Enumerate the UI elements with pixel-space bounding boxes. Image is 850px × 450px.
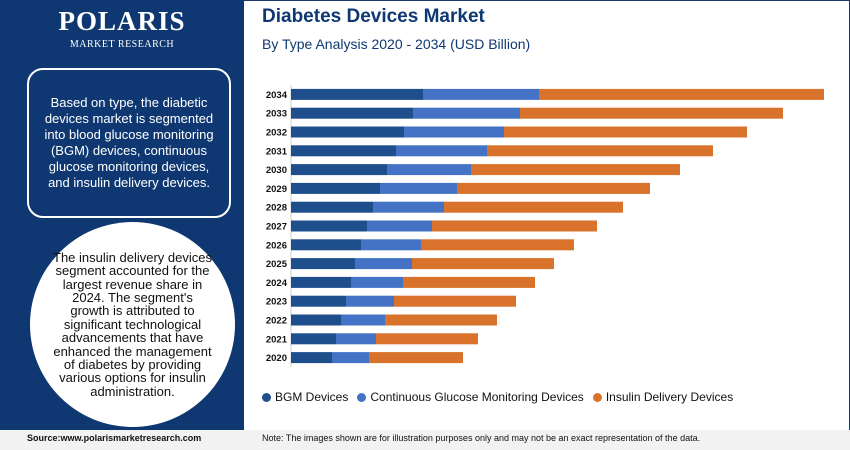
legend-swatch: [357, 392, 367, 402]
bar-segment-3: [403, 276, 535, 288]
y-tick-label: 2024: [266, 278, 288, 289]
bar-segment-1: [291, 352, 332, 364]
bar-segment-2: [413, 107, 520, 119]
y-tick-label: 2023: [266, 297, 287, 308]
bar-segment-2: [396, 145, 487, 157]
y-tick-label: 2034: [266, 90, 288, 101]
y-tick-label: 2026: [266, 240, 287, 251]
bar-segment-2: [373, 201, 444, 213]
y-tick-label: 2033: [266, 109, 287, 120]
bar-segment-1: [291, 145, 396, 157]
bar-segment-1: [291, 182, 380, 194]
bar-segment-1: [291, 220, 367, 232]
y-tick-label: 2031: [266, 146, 288, 157]
source-text: Source:www.polarismarketresearch.com: [27, 433, 202, 443]
legend-item: Continuous Glucose Monitoring Devices: [357, 390, 584, 404]
bar-segment-3: [432, 220, 597, 232]
legend-item: BGM Devices: [262, 390, 348, 404]
legend-swatch: [592, 392, 602, 402]
bar-segment-2: [361, 239, 421, 251]
y-tick-label: 2022: [266, 316, 287, 327]
bar-segment-3: [504, 126, 747, 138]
bar-segment-3: [457, 182, 650, 194]
brand-tagline: MARKET RESEARCH: [69, 39, 175, 50]
bar-segment-2: [387, 164, 471, 176]
bar-segment-2: [341, 314, 385, 326]
bar-segment-2: [351, 276, 403, 288]
bar-segment-1: [291, 164, 387, 176]
y-tick-label: 2027: [266, 222, 287, 233]
bar-segment-1: [291, 126, 404, 138]
bar-segment-3: [394, 295, 516, 307]
bar-segment-1: [291, 201, 373, 213]
bar-segment-2: [332, 352, 369, 364]
brand-logo: POLARIS: [58, 6, 186, 36]
bar-segment-3: [385, 314, 497, 326]
chart-subtitle: By Type Analysis 2020 - 2034 (USD Billio…: [262, 36, 531, 52]
info-text: Based on type, the diabetic devices mark…: [44, 95, 214, 190]
bar-segment-2: [423, 88, 539, 100]
bar-segment-3: [444, 201, 623, 213]
bar-segment-3: [412, 258, 554, 270]
disclaimer-note: Note: The images shown are for illustrat…: [262, 433, 701, 443]
legend-label: Continuous Glucose Monitoring Devices: [370, 390, 584, 404]
bar-segment-1: [291, 107, 413, 119]
bar-segment-2: [380, 182, 457, 194]
bar-segment-1: [291, 239, 361, 251]
bar-segment-2: [336, 333, 376, 345]
bar-segment-1: [291, 295, 346, 307]
chart-legend: BGM Devices Continuous Glucose Monitoring…: [262, 390, 742, 404]
bar-segment-2: [404, 126, 504, 138]
y-tick-label: 2020: [266, 353, 287, 364]
y-tick-label: 2028: [266, 203, 287, 214]
bar-segment-2: [346, 295, 394, 307]
chart-title: Diabetes Devices Market: [262, 6, 485, 27]
bar-segment-1: [291, 88, 423, 100]
y-tick-label: 2029: [266, 184, 287, 195]
bar-segment-1: [291, 314, 341, 326]
y-tick-label: 2030: [266, 165, 287, 176]
legend-item: Insulin Delivery Devices: [592, 390, 734, 404]
bar-segment-3: [471, 164, 680, 176]
bar-segment-3: [369, 352, 463, 364]
bar-segment-3: [421, 239, 574, 251]
info-box: Based on type, the diabetic devices mark…: [27, 68, 231, 218]
legend-label: BGM Devices: [275, 390, 349, 404]
y-tick-label: 2021: [266, 334, 288, 345]
bar-segment-3: [376, 333, 478, 345]
bar-chart: 2034 2033 2032 2031 2030 2029 2028 2027 2026 2025…: [266, 85, 824, 367]
legend-label: Insulin Delivery Devices: [605, 390, 734, 404]
y-tick-label: 2032: [266, 128, 287, 139]
bar-segment-1: [291, 333, 336, 345]
legend-swatch: [262, 392, 271, 402]
footer-bar: [0, 430, 850, 450]
bar-segment-3: [520, 107, 783, 119]
highlight-text: The insulin delivery devices segment acc…: [53, 249, 212, 399]
highlight-circle: The insulin delivery devices segment acc…: [30, 222, 235, 427]
bar-segment-2: [367, 220, 432, 232]
bar-segment-1: [291, 276, 351, 288]
bar-segment-3: [539, 88, 824, 100]
y-tick-label: 2025: [266, 259, 288, 270]
bar-segment-1: [291, 258, 355, 270]
left-panel: POLARIS MARKET RESEARCH Based on type, t…: [0, 0, 244, 430]
bar-segment-2: [355, 258, 412, 270]
bar-segment-3: [487, 145, 713, 157]
